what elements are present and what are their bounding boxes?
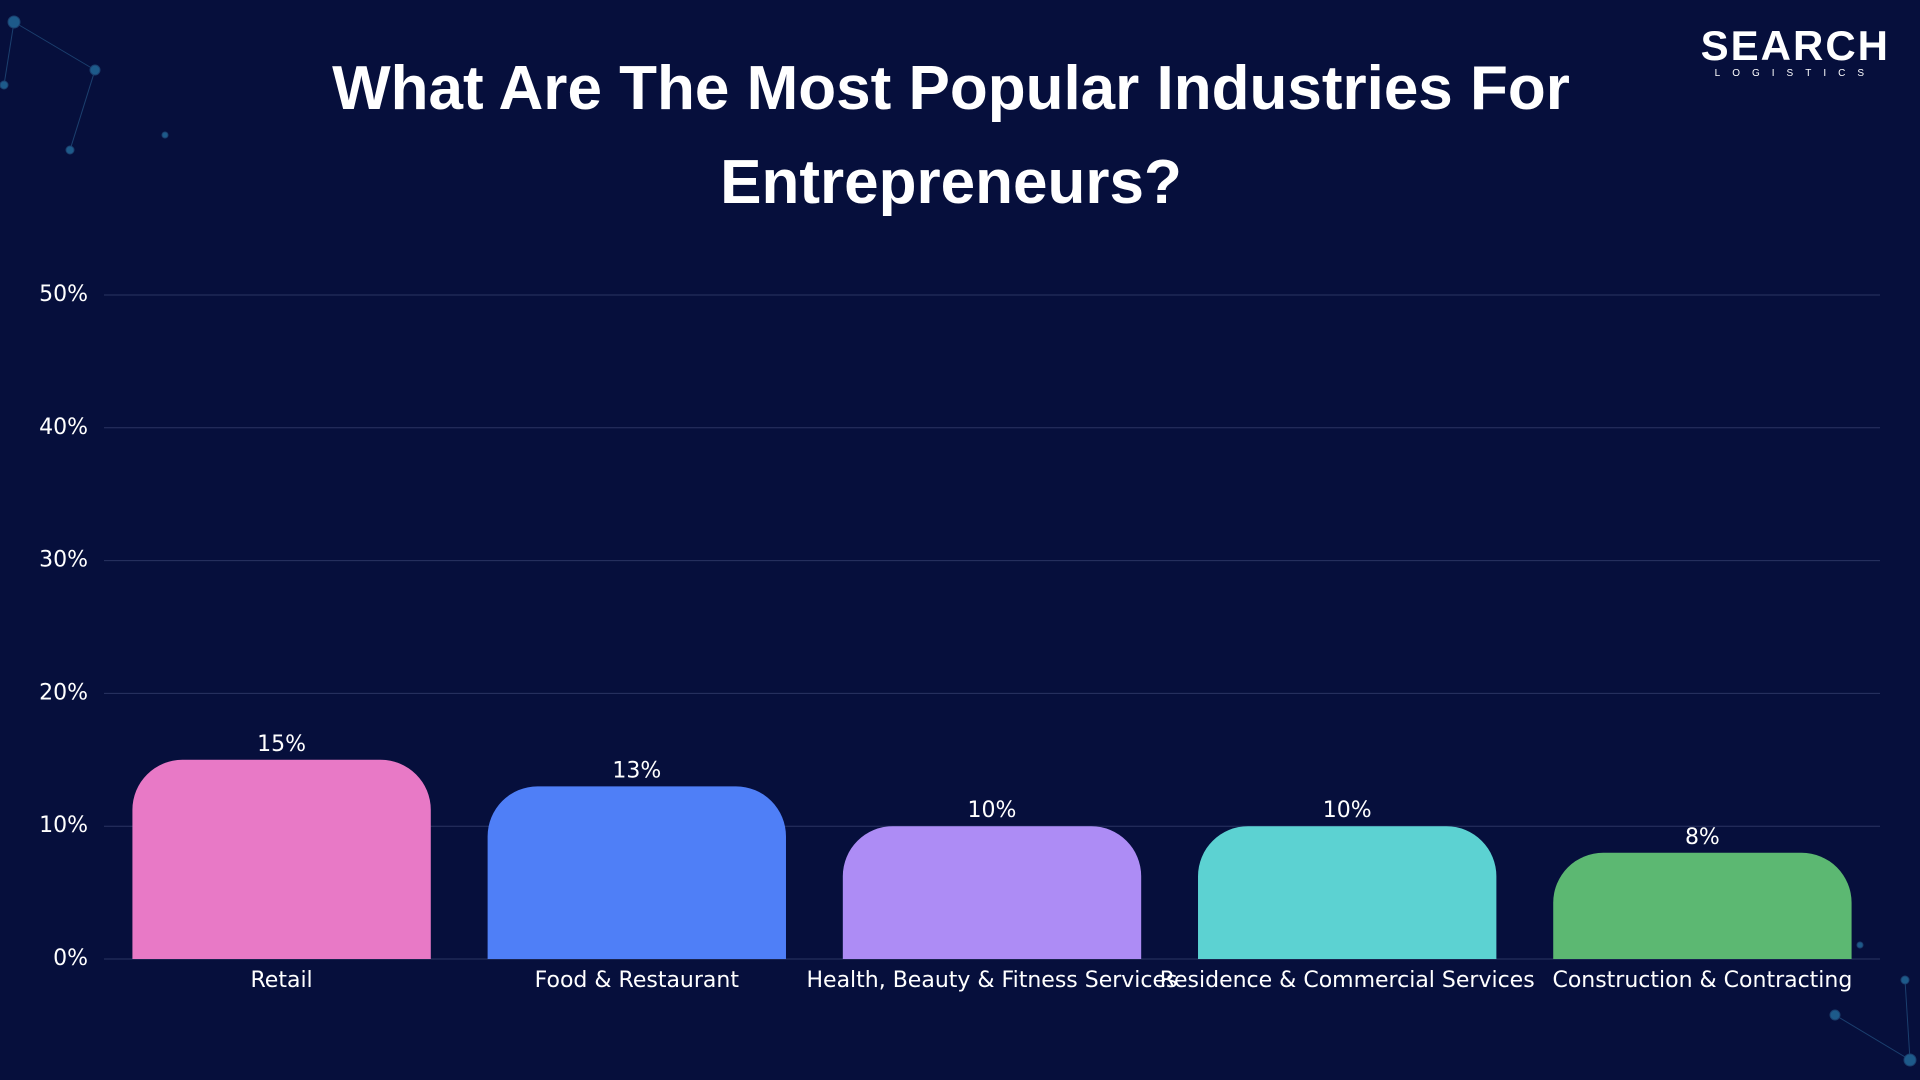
y-tick-label: 10% bbox=[39, 813, 88, 838]
bar bbox=[1553, 852, 1852, 959]
x-tick-label: Food & Restaurant bbox=[535, 968, 740, 993]
x-tick-label: Construction & Contracting bbox=[1552, 968, 1852, 993]
x-tick-label: Residence & Commercial Services bbox=[1160, 968, 1535, 993]
chart-title: What Are The Most Popular Industries For… bbox=[332, 54, 1570, 217]
y-tick-label: 50% bbox=[39, 282, 88, 307]
brand-tagline: LOGISTICS bbox=[1714, 68, 1876, 79]
brand-name: SEARCH bbox=[1700, 22, 1890, 69]
bar bbox=[842, 826, 1142, 959]
x-tick-label: Retail bbox=[251, 968, 313, 993]
y-tick-label: 30% bbox=[39, 548, 88, 573]
bar bbox=[132, 759, 431, 959]
logo: SEARCH LOGISTICS bbox=[1701, 22, 1890, 79]
value-label: 13% bbox=[612, 758, 661, 783]
bar bbox=[487, 786, 786, 959]
value-label: 10% bbox=[1323, 798, 1372, 823]
value-label: 10% bbox=[968, 798, 1017, 823]
y-tick-label: 40% bbox=[39, 415, 88, 440]
x-tick-label: Health, Beauty & Fitness Services bbox=[806, 968, 1177, 993]
decoration bbox=[0, 15, 1917, 1067]
value-label: 15% bbox=[257, 732, 306, 757]
y-tick-label: 0% bbox=[53, 946, 88, 971]
bar bbox=[1198, 826, 1497, 959]
y-tick-label: 20% bbox=[39, 680, 88, 705]
value-label: 8% bbox=[1685, 825, 1720, 850]
